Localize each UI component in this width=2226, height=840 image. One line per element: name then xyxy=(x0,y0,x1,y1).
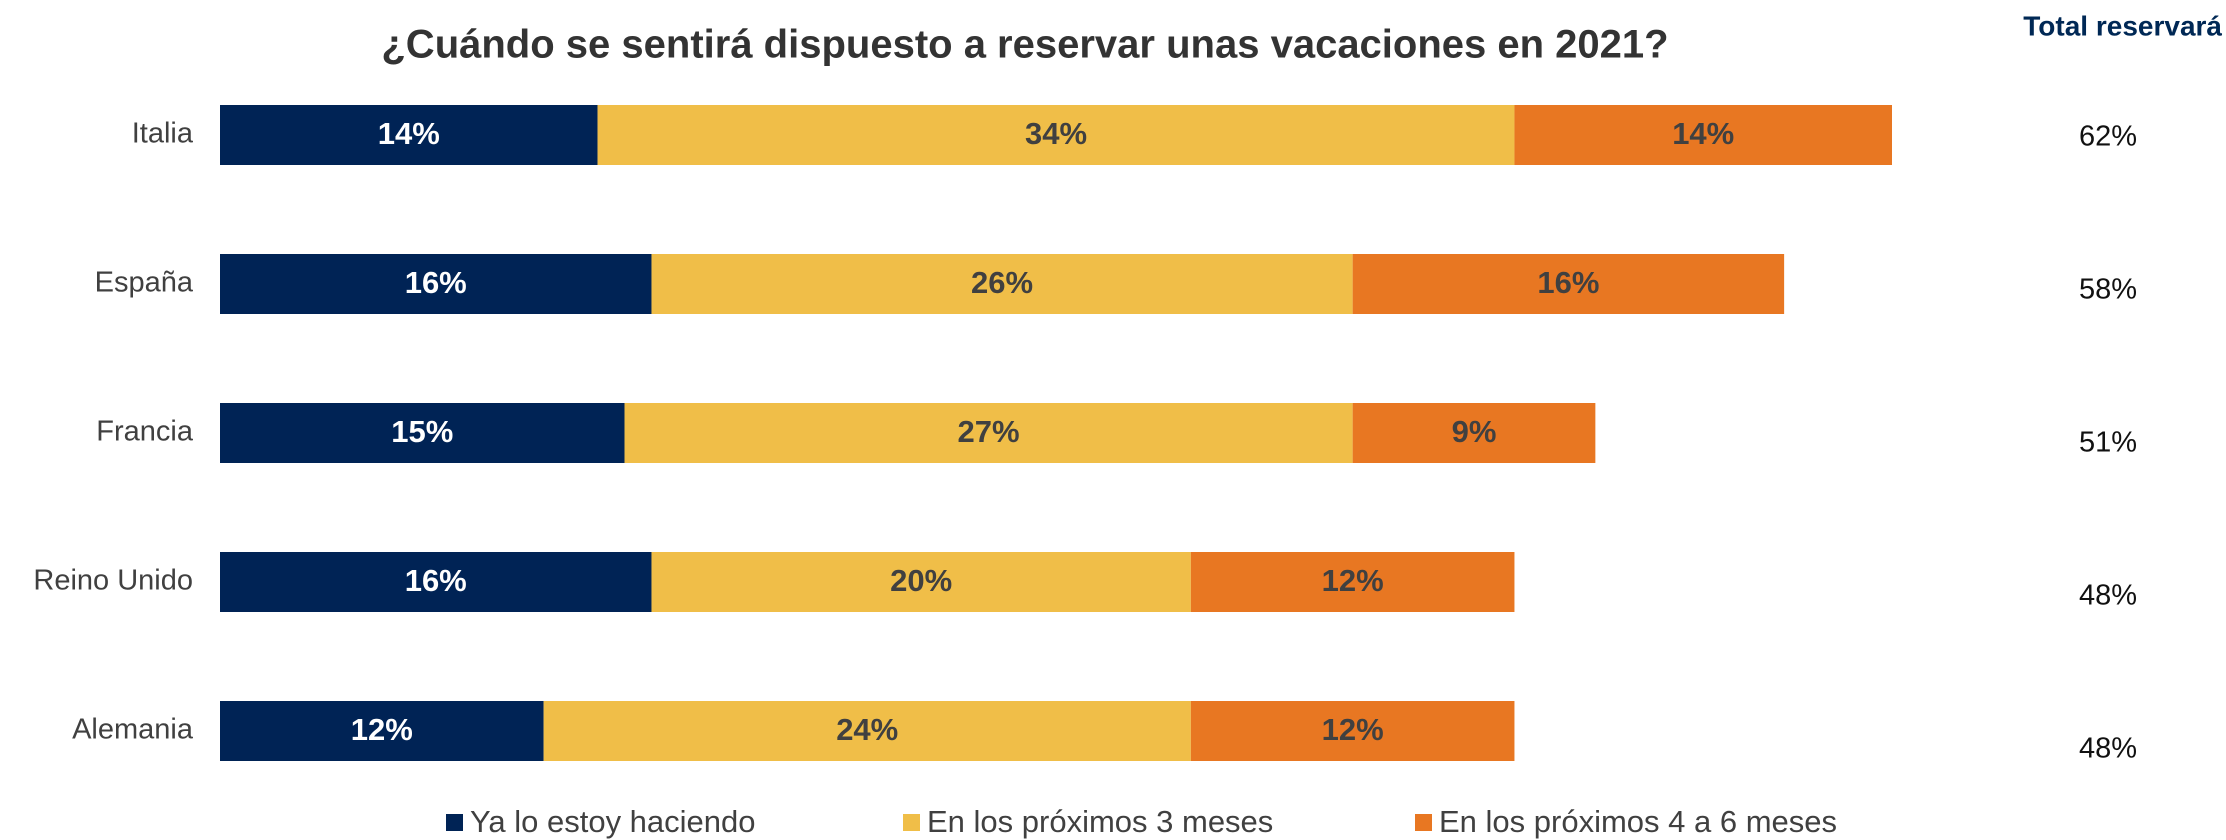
value-label: 15% xyxy=(391,414,453,449)
legend-label: Ya lo estoy haciendo xyxy=(470,804,756,839)
category-label: España xyxy=(95,267,194,299)
legend-label: En los próximos 4 a 6 meses xyxy=(1439,804,1837,839)
totals-title: Total reservará xyxy=(2023,10,2222,41)
bar-segment xyxy=(220,254,652,314)
value-label: 16% xyxy=(405,265,467,300)
bar-segment xyxy=(220,552,652,612)
bar-segment xyxy=(1352,403,1596,463)
bar-segment xyxy=(543,701,1191,761)
bar-segment xyxy=(624,403,1353,463)
value-label: 34% xyxy=(1025,116,1087,151)
chart-title: ¿Cuándo se sentirá dispuesto a reservar … xyxy=(381,23,1668,67)
value-label: 14% xyxy=(1672,116,1734,151)
bar-segment xyxy=(1352,254,1785,314)
category-label: Reino Unido xyxy=(33,565,193,597)
value-label: 20% xyxy=(890,563,952,598)
total-label: 51% xyxy=(2079,427,2137,459)
value-label: 16% xyxy=(1537,265,1599,300)
bar-segment xyxy=(651,552,1191,612)
total-label: 58% xyxy=(2079,274,2137,306)
value-label: 24% xyxy=(836,712,898,747)
bar-segment xyxy=(1190,701,1515,761)
value-label: 9% xyxy=(1452,414,1497,449)
value-label: 27% xyxy=(958,414,1020,449)
value-label: 12% xyxy=(351,712,413,747)
bar-segment xyxy=(220,105,598,165)
bar-segment xyxy=(1514,105,1892,165)
value-label: 12% xyxy=(1322,563,1384,598)
value-label: 14% xyxy=(378,116,440,151)
total-label: 48% xyxy=(2079,733,2137,765)
bar-segment xyxy=(1190,552,1515,612)
total-label: 48% xyxy=(2079,580,2137,612)
value-label: 16% xyxy=(405,563,467,598)
category-label: Alemania xyxy=(72,714,194,746)
value-label: 12% xyxy=(1322,712,1384,747)
legend-label: En los próximos 3 meses xyxy=(927,804,1273,839)
bar-segment xyxy=(220,701,544,761)
value-label: 26% xyxy=(971,265,1033,300)
bar-segment xyxy=(597,105,1515,165)
legend-swatch xyxy=(903,814,920,831)
bar-segment xyxy=(220,403,625,463)
bar-segment xyxy=(651,254,1353,314)
legend-swatch xyxy=(1415,814,1432,831)
legend-swatch xyxy=(446,814,463,831)
category-label: Francia xyxy=(96,416,194,448)
total-label: 62% xyxy=(2079,121,2137,153)
category-label: Italia xyxy=(132,118,194,150)
